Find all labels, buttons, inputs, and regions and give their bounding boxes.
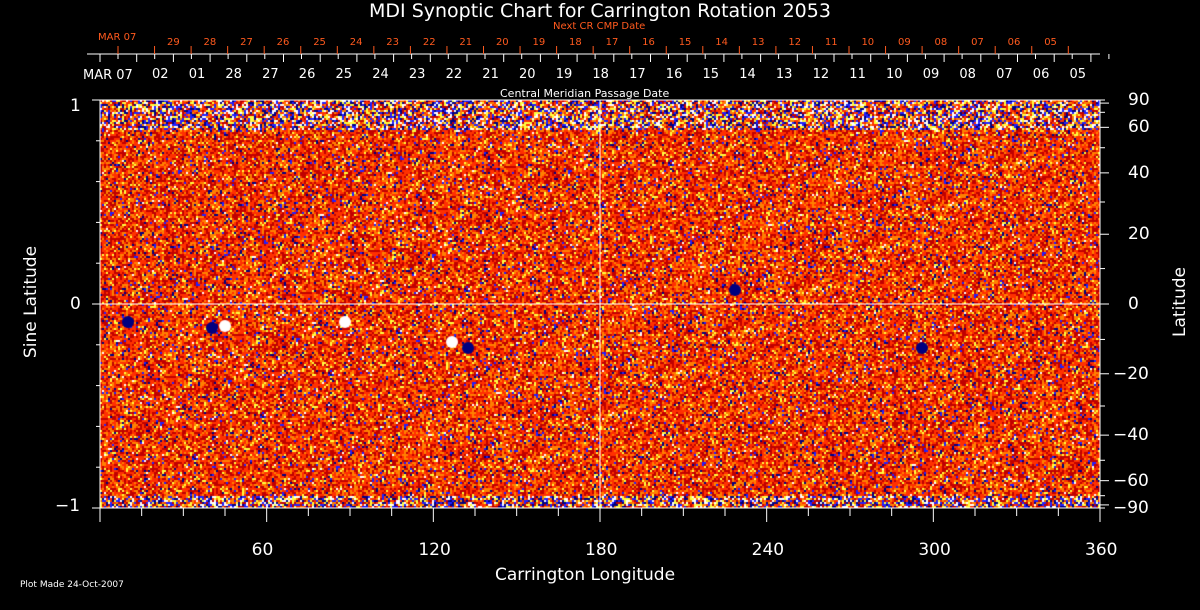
next-cmp-date-label: 26 [276, 37, 290, 48]
next-cmp-axis-title: Next CR CMP Date [553, 21, 646, 32]
cmp-date-label: 09 [922, 67, 940, 82]
cmp-date-label: 15 [702, 67, 720, 82]
next-cmp-date-label: 12 [788, 37, 802, 48]
next-cmp-date-label: 24 [349, 37, 363, 48]
latitude-tick-label: 90 [1128, 90, 1150, 110]
next-cmp-date-label: 14 [715, 37, 728, 48]
next-cmp-date-label: 13 [751, 37, 765, 48]
cmp-date-label: 26 [298, 67, 316, 82]
cmp-date-label: 08 [959, 67, 976, 82]
cmp-date-label: 18 [592, 67, 609, 82]
cmp-date-label: 28 [225, 67, 242, 82]
cmp-date-label: 20 [519, 67, 536, 82]
x-tick-label: 360 [1085, 540, 1118, 560]
latitude-tick-label: 0 [1128, 294, 1139, 314]
latitude-tick-label: −60 [1113, 470, 1149, 491]
next-cmp-date-label: 23 [386, 37, 400, 48]
cmp-date-label: 17 [629, 67, 646, 82]
cmp-axis-title: Central Meridian Passage Date [500, 87, 670, 100]
cmp-date-label: 07 [996, 67, 1013, 82]
cmp-date-label: 19 [555, 67, 573, 82]
cmp-date-label: 27 [262, 67, 279, 82]
y-tick-label: −1 [55, 496, 81, 516]
next-cmp-date-label: 07 [971, 37, 984, 48]
latitude-tick-label: 60 [1128, 117, 1150, 138]
cmp-date-label: 06 [1032, 67, 1050, 82]
next-cmp-date-label: 11 [824, 37, 838, 48]
next-cmp-date-label: 08 [934, 37, 948, 48]
y-axis-label-right: Latitude [1169, 267, 1190, 337]
latitude-tick-label: 40 [1128, 162, 1150, 183]
x-tick-label: 240 [751, 540, 785, 560]
cmp-date-label: 16 [665, 67, 683, 82]
cmp-date-label: 22 [445, 67, 463, 82]
next-axis-start-label: MAR 07 [98, 32, 137, 43]
x-tick-label: 180 [585, 540, 618, 560]
cmp-date-label: 23 [408, 67, 426, 82]
cmp-date-label: 14 [739, 67, 756, 82]
next-cmp-date-label: 27 [240, 37, 253, 48]
latitude-tick-label: −90 [1113, 498, 1149, 518]
next-cmp-date-label: 05 [1044, 37, 1057, 48]
top-axis-start-label: MAR 07 [83, 68, 133, 83]
cmp-date-label: 24 [372, 67, 389, 82]
next-cmp-date-label: 29 [167, 37, 180, 48]
x-axis-label: Carrington Longitude [495, 565, 676, 585]
y-axis-label-left: Sine Latitude [21, 245, 42, 359]
next-cmp-date-label: 10 [861, 37, 875, 48]
x-tick-label: 300 [918, 540, 951, 560]
next-cmp-date-label: 06 [1007, 37, 1021, 48]
y-tick-label: 1 [70, 96, 81, 116]
next-cmp-date-label: 22 [422, 37, 436, 48]
x-tick-label: 60 [251, 540, 274, 560]
cmp-date-label: 11 [849, 67, 866, 82]
cmp-date-label: 02 [152, 67, 169, 82]
cmp-date-label: 10 [886, 67, 903, 82]
cmp-date-label: 01 [188, 67, 206, 82]
plot-made-footer: Plot Made 24-Oct-2007 [20, 580, 124, 590]
latitude-tick-label: −40 [1113, 425, 1149, 446]
latitude-tick-label: −20 [1113, 363, 1149, 384]
next-cmp-date-label: 25 [313, 37, 326, 48]
latitude-tick-label: 20 [1128, 224, 1150, 245]
cmp-date-label: 21 [482, 67, 499, 82]
next-cmp-date-label: 18 [569, 37, 582, 48]
y-tick-label: 0 [70, 294, 81, 314]
next-cmp-date-label: 17 [605, 37, 619, 48]
next-cmp-date-label: 28 [203, 37, 217, 48]
chart-title: MDI Synoptic Chart for Carrington Rotati… [369, 0, 831, 22]
next-cmp-date-label: 19 [532, 37, 546, 48]
next-cmp-date-label: 09 [898, 37, 911, 48]
x-tick-label: 120 [418, 540, 451, 560]
cmp-date-label: 05 [1069, 67, 1087, 82]
cmp-date-label: 25 [335, 67, 353, 82]
next-cmp-date-label: 20 [495, 37, 509, 48]
cmp-date-label: 13 [775, 67, 793, 82]
next-cmp-date-label: 16 [642, 37, 655, 48]
next-cmp-date-label: 15 [678, 37, 692, 48]
next-cmp-date-label: 21 [459, 37, 473, 48]
cmp-date-label: 12 [812, 67, 830, 82]
